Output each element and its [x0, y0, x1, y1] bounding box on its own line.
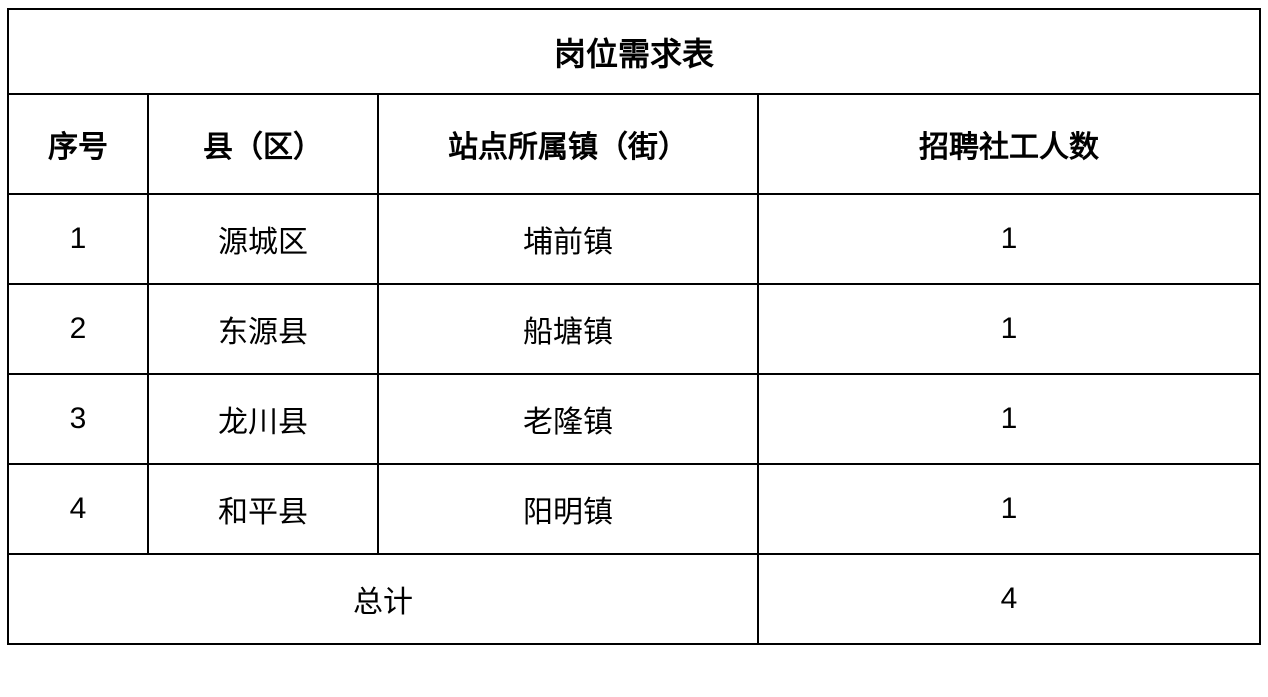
total-label: 总计 [8, 554, 758, 644]
col-header-town: 站点所属镇（街） [378, 94, 758, 194]
cell-town: 阳明镇 [378, 464, 758, 554]
cell-count: 1 [758, 374, 1260, 464]
requirements-table: 岗位需求表 序号 县（区） 站点所属镇（街） 招聘社工人数 1 源城区 埔前镇 … [7, 8, 1261, 645]
cell-town: 老隆镇 [378, 374, 758, 464]
table-header-row: 序号 县（区） 站点所属镇（街） 招聘社工人数 [8, 94, 1260, 194]
table-row: 1 源城区 埔前镇 1 [8, 194, 1260, 284]
cell-town: 船塘镇 [378, 284, 758, 374]
table-title-row: 岗位需求表 [8, 9, 1260, 94]
col-header-count: 招聘社工人数 [758, 94, 1260, 194]
table-title: 岗位需求表 [8, 9, 1260, 94]
col-header-district: 县（区） [148, 94, 378, 194]
col-header-index: 序号 [8, 94, 148, 194]
cell-count: 1 [758, 464, 1260, 554]
table-row: 3 龙川县 老隆镇 1 [8, 374, 1260, 464]
cell-town: 埔前镇 [378, 194, 758, 284]
cell-index: 1 [8, 194, 148, 284]
table-row: 2 东源县 船塘镇 1 [8, 284, 1260, 374]
cell-count: 1 [758, 194, 1260, 284]
cell-district: 和平县 [148, 464, 378, 554]
cell-index: 3 [8, 374, 148, 464]
table-total-row: 总计 4 [8, 554, 1260, 644]
cell-district: 东源县 [148, 284, 378, 374]
cell-district: 龙川县 [148, 374, 378, 464]
cell-count: 1 [758, 284, 1260, 374]
cell-district: 源城区 [148, 194, 378, 284]
table-row: 4 和平县 阳明镇 1 [8, 464, 1260, 554]
cell-index: 2 [8, 284, 148, 374]
cell-index: 4 [8, 464, 148, 554]
total-value: 4 [758, 554, 1260, 644]
